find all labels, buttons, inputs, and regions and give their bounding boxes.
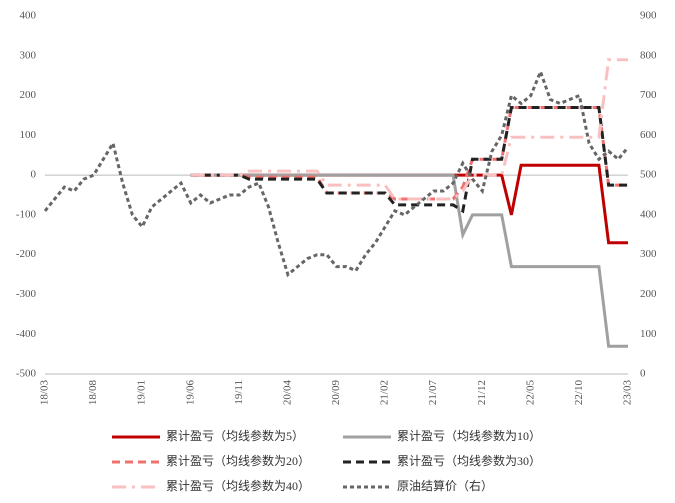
y2-tick-label: 400 <box>640 208 657 220</box>
y-tick-label: 100 <box>20 129 37 141</box>
x-tick-label: 21/02 <box>379 380 391 405</box>
series-line <box>190 106 628 201</box>
series-line <box>190 106 628 214</box>
legend-label: 累计盈亏（均线参数为5） <box>166 428 304 443</box>
y-tick-label: -100 <box>16 208 37 220</box>
y-tick-label: 400 <box>20 10 37 22</box>
series-line <box>43 67 630 278</box>
y2-tick-label: 0 <box>640 368 646 380</box>
x-tick-label: 21/07 <box>427 380 439 406</box>
y-tick-label: -300 <box>16 288 37 300</box>
legend-label: 累计盈亏（均线参数为10） <box>397 428 541 443</box>
legend-label: 累计盈亏（均线参数为20） <box>166 453 310 468</box>
x-tick-label: 20/04 <box>281 380 293 406</box>
x-tick-label: 20/09 <box>330 380 342 406</box>
y-tick-label: -400 <box>16 328 37 340</box>
y-tick-label: 0 <box>31 169 37 181</box>
y-tick-label: 200 <box>20 89 37 101</box>
series-line <box>190 173 628 348</box>
x-tick-label: 22/05 <box>524 380 536 406</box>
y2-tick-label: 200 <box>640 288 657 300</box>
x-tick-label: 21/12 <box>476 380 488 405</box>
y-tick-label: -500 <box>16 368 37 380</box>
y2-tick-label: 800 <box>640 49 657 61</box>
y2-tick-label: 300 <box>640 248 657 260</box>
x-tick-label: 22/10 <box>573 380 585 406</box>
x-tick-label: 23/03 <box>622 380 634 406</box>
y2-tick-label: 900 <box>640 10 657 22</box>
y2-tick-label: 600 <box>640 129 657 141</box>
y-tick-label: -200 <box>16 248 37 260</box>
x-tick-label: 19/11 <box>233 380 245 405</box>
x-tick-label: 18/08 <box>87 380 99 406</box>
x-tick-label: 18/03 <box>39 380 51 406</box>
y2-tick-label: 500 <box>640 169 657 181</box>
legend-label: 原油结算价（右） <box>397 478 493 493</box>
series-line <box>190 58 628 201</box>
x-tick-label: 19/06 <box>184 380 196 406</box>
legend-label: 累计盈亏（均线参数为40） <box>166 478 310 493</box>
y-tick-label: 300 <box>20 49 37 61</box>
y2-tick-label: 700 <box>640 89 657 101</box>
x-tick-label: 19/01 <box>136 380 148 405</box>
legend-label: 累计盈亏（均线参数为30） <box>397 453 541 468</box>
y2-tick-label: 100 <box>640 328 657 340</box>
